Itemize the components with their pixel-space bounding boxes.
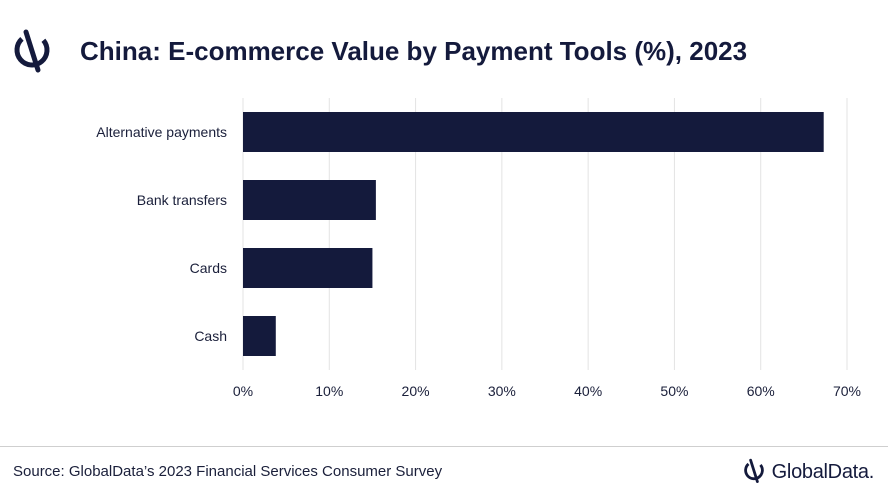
brand-name: GlobalData. (771, 460, 875, 483)
category-label: Cash (194, 328, 227, 344)
x-tick-label: 60% (747, 383, 775, 399)
x-tick-label: 0% (233, 383, 253, 399)
x-tick-label: 30% (488, 383, 516, 399)
category-label: Cards (190, 260, 227, 276)
brand-logo: GlobalData. (742, 458, 874, 486)
bar (243, 112, 824, 152)
bar-chart: 0% 10% 20% 30% 40% 50% 60% 70% Alternative payme… (96, 98, 861, 399)
footer-divider (0, 446, 888, 447)
x-tick-label: 70% (833, 383, 861, 399)
source-note: Source: GlobalData’s 2023 Financial Serv… (13, 463, 443, 480)
x-tick-label: 40% (574, 383, 602, 399)
x-tick-label: 10% (315, 383, 343, 399)
category-label: Alternative payments (96, 124, 227, 140)
bar (243, 248, 373, 288)
bar (243, 316, 276, 356)
category-label: Bank transfers (137, 192, 227, 208)
x-tick-label: 50% (660, 383, 688, 399)
globaldata-logo-icon (743, 458, 764, 483)
chart-title: China: E-commerce Value by Payment Tools… (80, 36, 748, 66)
bar (243, 180, 376, 220)
globaldata-logo-icon (14, 29, 50, 73)
x-tick-label: 20% (402, 383, 430, 399)
